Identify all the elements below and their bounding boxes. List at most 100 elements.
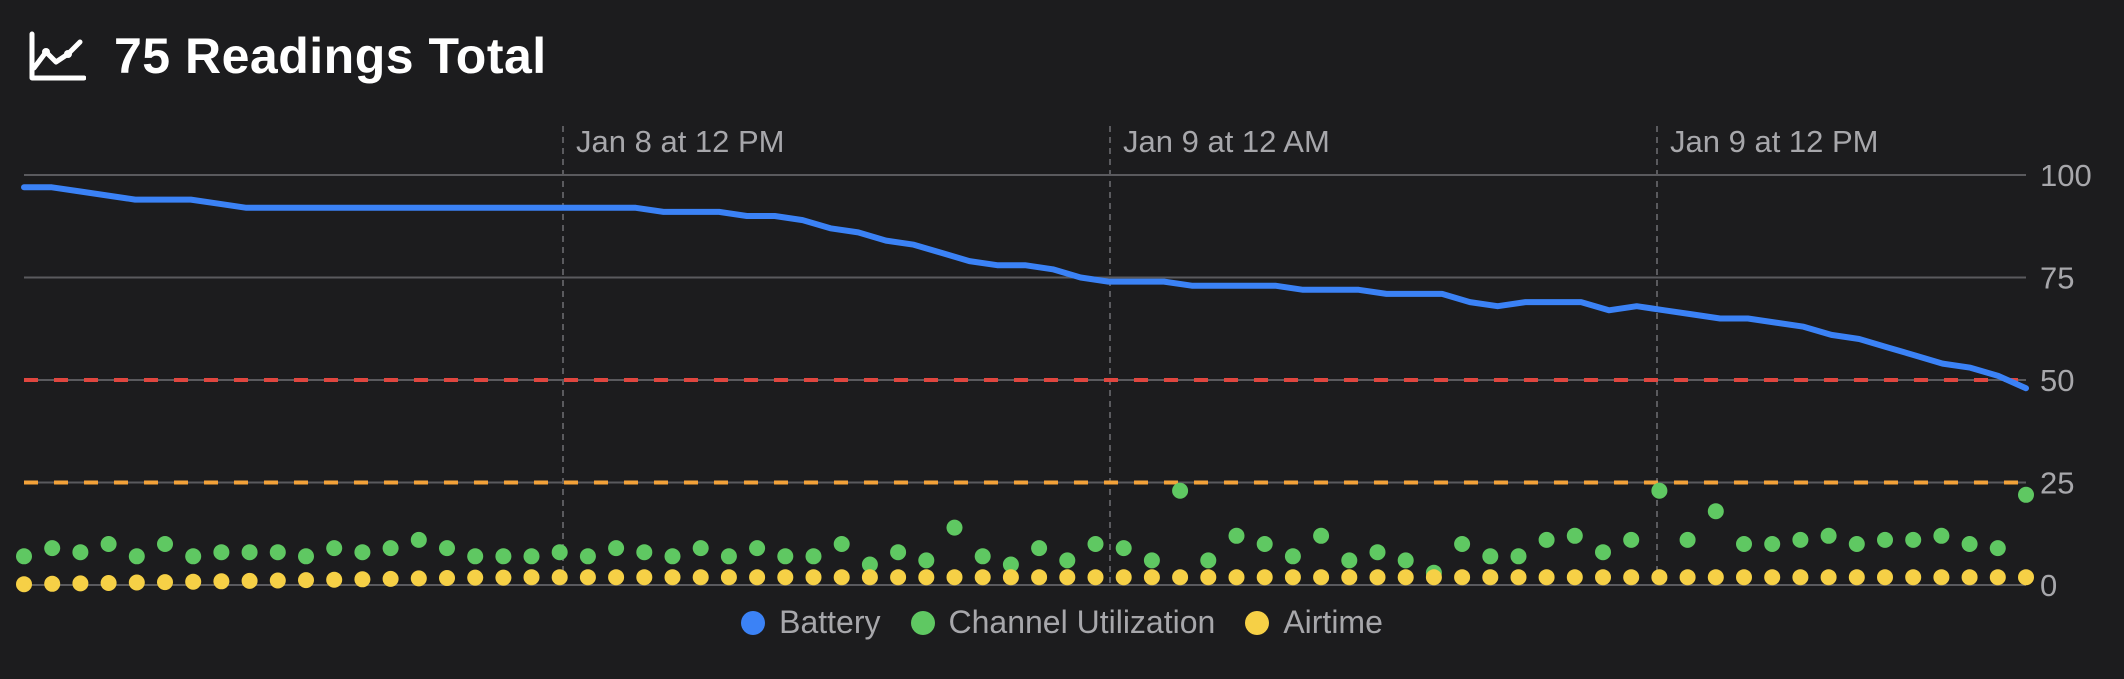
channel-utilization-point [185, 548, 202, 565]
channel-utilization-point [1736, 536, 1752, 552]
channel-utilization-point [495, 548, 512, 565]
y-tick-label: 50 [2040, 363, 2074, 398]
chart-title: 75 Readings Total [114, 28, 547, 84]
channel-utilization-point [1228, 527, 1245, 544]
airtime-point [1341, 569, 1358, 586]
channel-utilization-point [777, 548, 794, 565]
airtime-point [1820, 569, 1837, 586]
airtime-point [1510, 569, 1527, 586]
battery-line [21, 184, 2029, 392]
channel-utilization-point [1002, 556, 1019, 573]
airtime-point [1059, 569, 1076, 586]
airtime-point [1848, 569, 1865, 586]
airtime-point [100, 575, 117, 591]
channel-utilization-point [1510, 548, 1527, 565]
airtime-point [382, 570, 399, 587]
channel-utilization-point [1538, 531, 1555, 548]
legend-item-battery: Battery [741, 604, 881, 641]
legend-battery-label: Battery [779, 604, 881, 640]
channel-utilization-point [1933, 527, 1950, 544]
y-tick-label: 100 [2040, 158, 2092, 193]
airtime-point [495, 569, 512, 586]
airtime-point [1764, 569, 1781, 586]
airtime-point [1313, 569, 1330, 586]
channel-utilization-point [1651, 482, 1668, 499]
channel-utilization-point [1284, 548, 1301, 565]
legend-airtime-dot [1245, 610, 1270, 635]
airtime-point [861, 569, 878, 586]
channel-utilization-point [1792, 531, 1809, 548]
x-axis: Jan 8 at 12 PM Jan 9 at 12 AM Jan 9 at 12 … [576, 124, 1879, 159]
airtime-point [1989, 569, 2006, 586]
chart-thresholds [24, 378, 2026, 485]
channel-utilization-point [1454, 536, 1471, 552]
y-tick-label: 75 [2040, 261, 2074, 296]
airtime-point [1566, 569, 1583, 586]
airtime-point [1933, 569, 1950, 586]
airtime-point [1651, 569, 1668, 586]
channel-utilization-point [551, 544, 568, 561]
airtime-point [946, 569, 963, 586]
channel-utilization-point [1989, 540, 2006, 557]
airtime-point [777, 569, 794, 586]
channel-utilization-point [241, 544, 258, 561]
airtime-point [269, 572, 286, 589]
channel-utilization-point [579, 548, 596, 565]
airtime-point [1143, 569, 1160, 586]
channel-utilization-point [608, 540, 625, 557]
airtime-point [1707, 569, 1724, 586]
airtime-point [1623, 569, 1640, 586]
airtime-point [1397, 569, 1414, 586]
airtime-point [805, 569, 822, 586]
airtime-point [749, 569, 766, 586]
airtime-point [2018, 569, 2034, 586]
airtime-point [241, 572, 258, 589]
airtime-point [1002, 569, 1019, 586]
channel-utilization-point [16, 548, 32, 565]
y-tick-label: 25 [2040, 466, 2074, 501]
airtime-point [1905, 569, 1922, 586]
airtime-point [918, 569, 935, 586]
airtime-point [1736, 569, 1752, 586]
airtime-point [1284, 569, 1301, 586]
channel-utilization-point [72, 544, 89, 561]
channel-utilization-point [1877, 531, 1893, 548]
chart-header: 75 Readings Total [28, 22, 547, 90]
channel-utilization-point [354, 544, 371, 561]
channel-utilization-point [1031, 540, 1048, 557]
airtime-point [157, 574, 173, 591]
airtime-point [551, 569, 568, 586]
channel-utilization-point [269, 544, 286, 561]
channel-utilization-point [382, 540, 399, 557]
channel-utilization-point [1623, 531, 1640, 548]
line-chart-icon [28, 30, 86, 82]
channel-utilization-point [1313, 527, 1330, 544]
channel-utilization-point [1115, 540, 1132, 557]
channel-utilization-point [861, 556, 878, 573]
airtime-point [1115, 569, 1132, 586]
x-tick-label: Jan 9 at 12 AM [1123, 124, 1330, 159]
channel-utilization-point [833, 536, 850, 552]
airtime-point [1200, 569, 1217, 586]
channel-utilization-point [974, 548, 991, 565]
channel-utilization-point [1200, 552, 1217, 569]
airtime-point [128, 574, 145, 591]
airtime-point [1031, 569, 1048, 586]
channel-utilization-point [1059, 552, 1076, 569]
airtime-point [213, 573, 230, 590]
chart-grid [24, 126, 2026, 586]
airtime-point [1228, 569, 1245, 586]
legend-channel-utilization-label: Channel Utilization [948, 604, 1216, 640]
legend-battery-dot [741, 610, 766, 635]
airtime-point [1679, 569, 1696, 586]
channel-utilization-point [1707, 503, 1724, 520]
airtime-point [720, 569, 737, 586]
channel-utilization-point [1172, 482, 1189, 499]
channel-utilization-point [692, 540, 709, 557]
airtime-point [410, 570, 427, 587]
airtime-point [523, 569, 540, 586]
airtime-point [1454, 569, 1471, 586]
channel-utilization-point [44, 540, 61, 557]
airtime-point [974, 569, 991, 586]
channel-utilization-point [1679, 531, 1696, 548]
